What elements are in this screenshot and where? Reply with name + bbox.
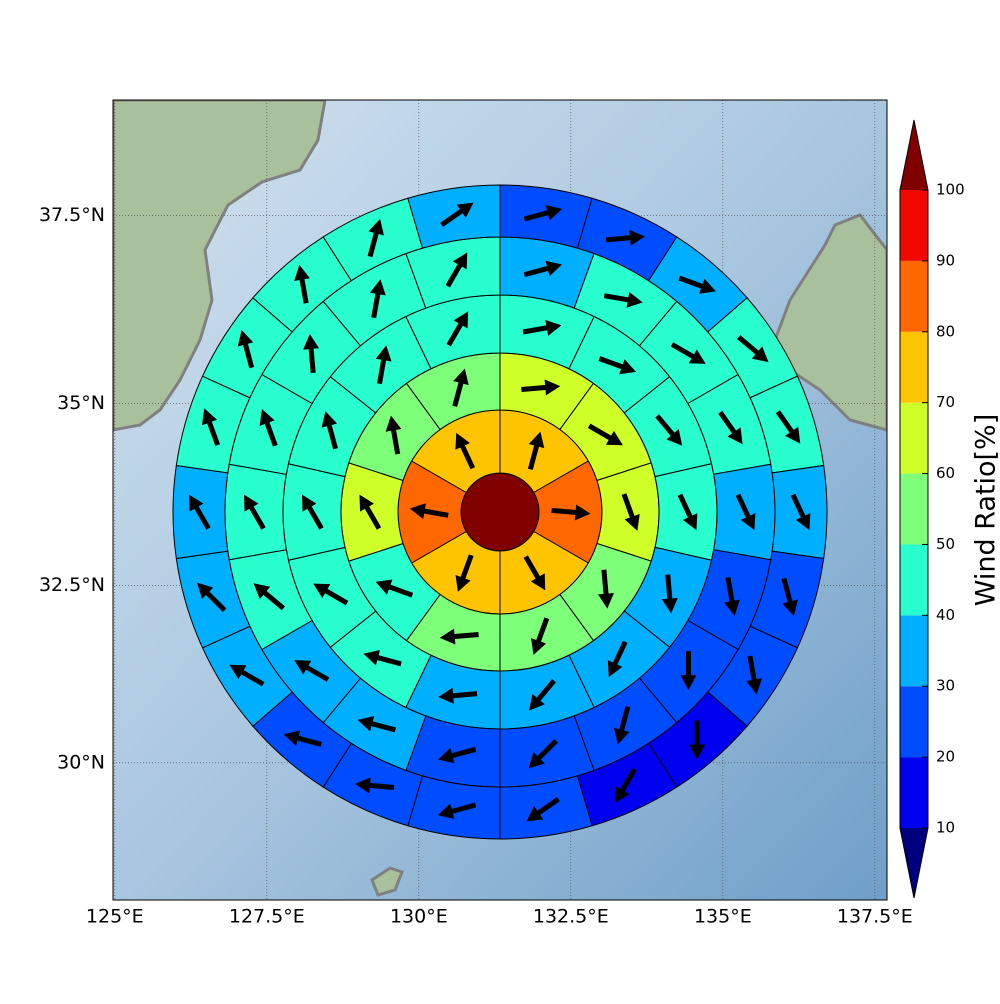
colorbar-tick-label: 70 <box>936 393 955 411</box>
colorbar-tick-label: 60 <box>936 464 955 482</box>
colorbar-bin <box>900 615 928 686</box>
colorbar-bin <box>900 190 928 261</box>
x-tick-label: 137.5°E <box>837 906 913 928</box>
colorbar-tick-label: 40 <box>936 606 955 624</box>
colorbar-over <box>900 120 928 190</box>
colorbar-tick-label: 80 <box>936 322 955 340</box>
colorbar-label: Wind Ratio[%] <box>971 414 1000 606</box>
y-tick-label: 30°N <box>57 751 105 773</box>
colorbar-bin <box>900 332 928 403</box>
y-tick-label: 37.5°N <box>39 204 105 226</box>
x-tick-label: 132.5°E <box>533 906 609 928</box>
map-background <box>113 100 887 900</box>
y-tick-label: 35°N <box>57 392 105 414</box>
colorbar-tick-label: 50 <box>936 535 955 553</box>
colorbar-tick-label: 100 <box>936 181 965 199</box>
colorbar: 10 20 30 40 50 60 70 80 90 100 <box>900 120 965 898</box>
x-tick-label: 135°E <box>694 906 752 928</box>
colorbar-bin <box>900 474 928 545</box>
colorbar-bin <box>900 757 928 828</box>
colorbar-bin <box>900 544 928 615</box>
colorbar-under <box>900 828 928 898</box>
colorbar-tick-label: 10 <box>936 819 955 837</box>
colorbar-bin <box>900 261 928 332</box>
x-tick-label: 127.5°E <box>229 906 305 928</box>
y-tick-label: 32.5°N <box>39 574 105 596</box>
x-tick-label: 125°E <box>86 906 144 928</box>
colorbar-tick-label: 90 <box>936 251 955 269</box>
radar <box>173 185 827 839</box>
colorbar-bin <box>900 403 928 474</box>
colorbar-tick-label: 20 <box>936 748 955 766</box>
colorbar-bin <box>900 686 928 757</box>
colorbar-tick-label: 30 <box>936 677 955 695</box>
x-tick-label: 130°E <box>390 906 448 928</box>
